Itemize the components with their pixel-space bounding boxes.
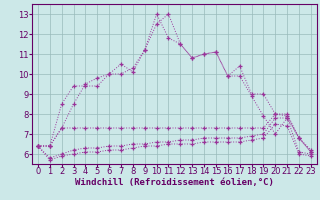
X-axis label: Windchill (Refroidissement éolien,°C): Windchill (Refroidissement éolien,°C)	[75, 178, 274, 187]
